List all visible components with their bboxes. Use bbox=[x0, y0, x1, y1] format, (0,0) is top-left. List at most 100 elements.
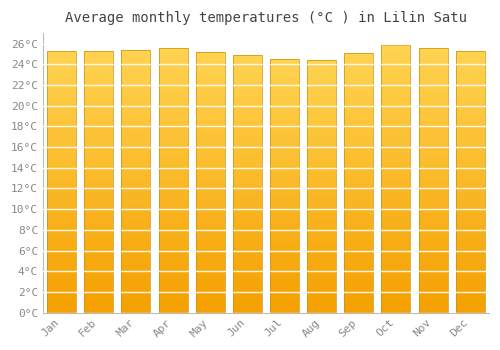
Bar bbox=[122, 302, 150, 307]
Bar bbox=[456, 98, 485, 103]
Bar bbox=[344, 292, 374, 297]
Bar bbox=[233, 189, 262, 194]
Bar bbox=[233, 65, 262, 70]
Bar bbox=[382, 275, 410, 280]
Bar bbox=[270, 161, 299, 166]
Bar bbox=[270, 231, 299, 237]
Bar bbox=[344, 214, 374, 219]
Bar bbox=[158, 281, 188, 286]
Bar bbox=[47, 108, 76, 114]
Bar bbox=[233, 266, 262, 271]
Bar bbox=[233, 297, 262, 302]
Bar bbox=[418, 206, 448, 212]
Bar bbox=[307, 298, 336, 302]
Bar bbox=[307, 187, 336, 191]
Bar bbox=[382, 93, 410, 98]
Bar bbox=[418, 170, 448, 175]
Bar bbox=[418, 281, 448, 286]
Bar bbox=[344, 120, 374, 126]
Bar bbox=[456, 150, 485, 155]
Bar bbox=[456, 72, 485, 77]
Bar bbox=[122, 145, 150, 150]
Bar bbox=[84, 140, 113, 145]
Bar bbox=[418, 275, 448, 281]
Bar bbox=[196, 57, 224, 62]
Bar bbox=[307, 282, 336, 287]
Bar bbox=[233, 282, 262, 287]
Bar bbox=[307, 242, 336, 247]
Bar bbox=[233, 246, 262, 251]
Bar bbox=[196, 88, 224, 93]
Bar bbox=[456, 155, 485, 161]
Bar bbox=[84, 182, 113, 187]
Bar bbox=[270, 181, 299, 186]
Bar bbox=[122, 150, 150, 155]
Bar bbox=[47, 150, 76, 155]
Bar bbox=[382, 146, 410, 152]
Bar bbox=[84, 203, 113, 208]
Bar bbox=[418, 265, 448, 270]
Bar bbox=[196, 167, 224, 172]
Bar bbox=[158, 297, 188, 302]
Bar bbox=[418, 228, 448, 233]
Bar bbox=[344, 53, 374, 313]
Bar bbox=[122, 129, 150, 134]
Bar bbox=[382, 120, 410, 125]
Bar bbox=[382, 205, 410, 211]
Bar bbox=[382, 189, 410, 195]
Bar bbox=[307, 136, 336, 141]
Bar bbox=[382, 141, 410, 146]
Bar bbox=[158, 265, 188, 270]
Bar bbox=[382, 302, 410, 307]
Bar bbox=[196, 104, 224, 109]
Bar bbox=[196, 266, 224, 271]
Bar bbox=[233, 302, 262, 308]
Bar bbox=[344, 297, 374, 302]
Bar bbox=[84, 124, 113, 130]
Bar bbox=[122, 86, 150, 92]
Bar bbox=[84, 224, 113, 229]
Bar bbox=[344, 141, 374, 146]
Bar bbox=[307, 156, 336, 161]
Bar bbox=[382, 286, 410, 291]
Bar bbox=[122, 50, 150, 55]
Bar bbox=[122, 160, 150, 166]
Bar bbox=[307, 146, 336, 151]
Bar bbox=[344, 110, 374, 115]
Bar bbox=[84, 93, 113, 98]
Bar bbox=[196, 52, 224, 313]
Bar bbox=[270, 226, 299, 231]
Bar bbox=[456, 51, 485, 313]
Bar bbox=[344, 256, 374, 261]
Bar bbox=[270, 252, 299, 257]
Bar bbox=[122, 92, 150, 97]
Bar bbox=[456, 130, 485, 135]
Bar bbox=[344, 172, 374, 177]
Bar bbox=[196, 120, 224, 125]
Bar bbox=[47, 176, 76, 182]
Bar bbox=[382, 254, 410, 259]
Bar bbox=[47, 161, 76, 166]
Bar bbox=[456, 260, 485, 266]
Bar bbox=[270, 90, 299, 95]
Bar bbox=[456, 88, 485, 93]
Bar bbox=[382, 131, 410, 136]
Bar bbox=[84, 98, 113, 103]
Bar bbox=[233, 261, 262, 266]
Bar bbox=[47, 192, 76, 197]
Bar bbox=[47, 166, 76, 171]
Bar bbox=[270, 59, 299, 313]
Bar bbox=[158, 96, 188, 101]
Bar bbox=[122, 223, 150, 229]
Bar bbox=[158, 233, 188, 238]
Bar bbox=[158, 138, 188, 143]
Bar bbox=[418, 254, 448, 260]
Bar bbox=[233, 122, 262, 127]
Bar bbox=[307, 176, 336, 181]
Bar bbox=[418, 223, 448, 228]
Bar bbox=[196, 140, 224, 146]
Bar bbox=[47, 72, 76, 77]
Bar bbox=[456, 234, 485, 239]
Bar bbox=[344, 74, 374, 79]
Bar bbox=[418, 148, 448, 154]
